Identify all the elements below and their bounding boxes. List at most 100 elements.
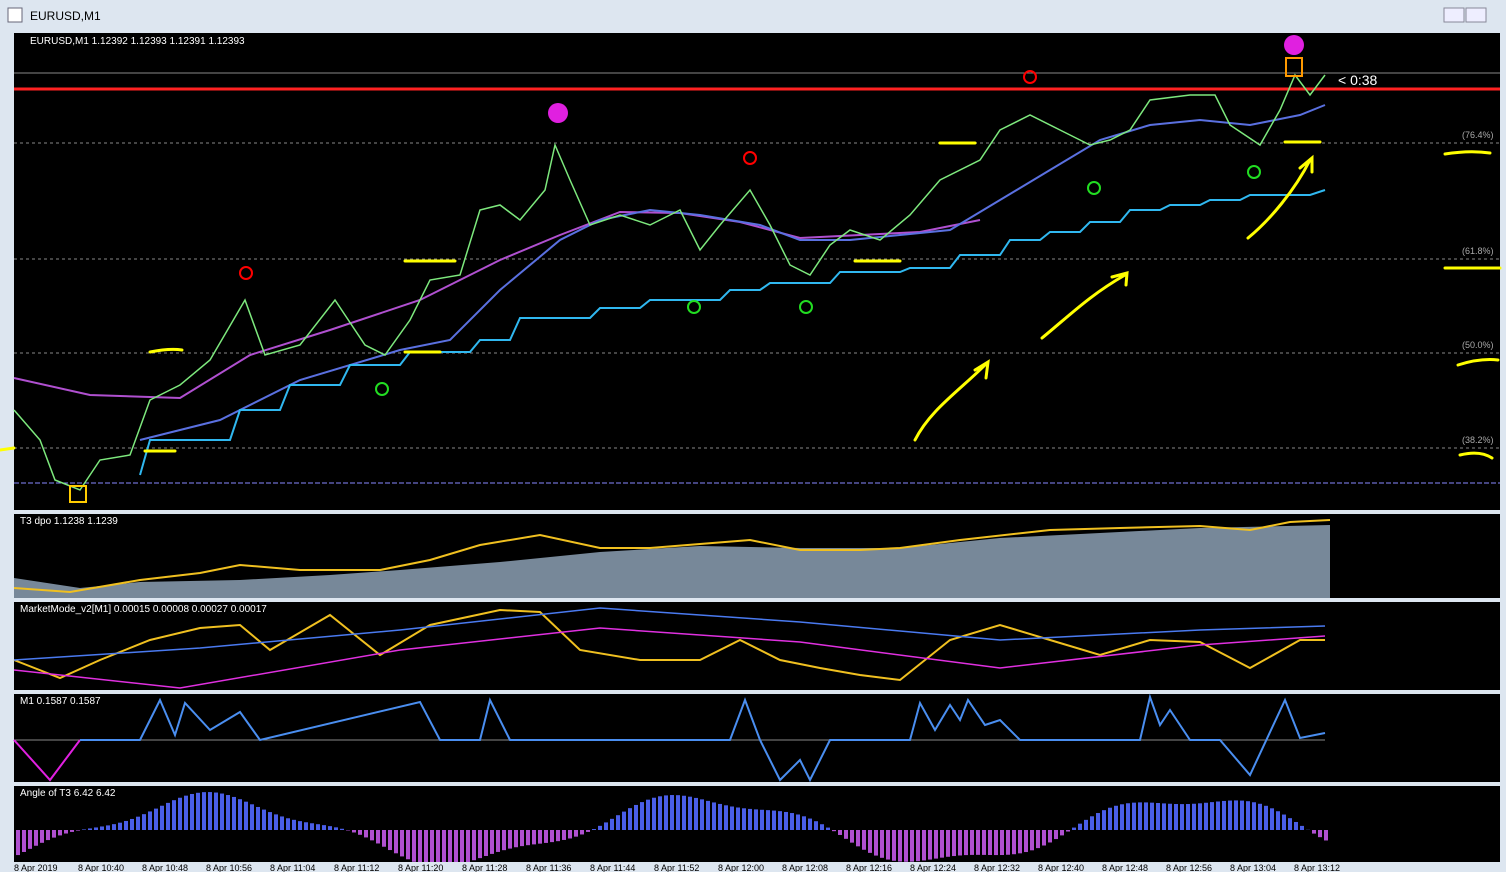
fib-label: (61.8%) [1462, 246, 1494, 256]
histogram-bar [1156, 803, 1160, 830]
histogram-bar [1126, 803, 1130, 830]
ma-line [13, 210, 981, 400]
histogram-bar [916, 830, 920, 862]
histogram-bar [796, 814, 800, 830]
arrow [1246, 154, 1314, 240]
histogram-bar [460, 830, 464, 864]
window-title: EURUSD,M1 [30, 9, 101, 23]
histogram-bar [580, 830, 584, 835]
histogram-bar [718, 803, 722, 830]
histogram-bar [742, 808, 746, 830]
histogram-bar [706, 800, 710, 830]
histogram-bar [670, 795, 674, 830]
histogram-bar [1180, 804, 1184, 830]
histogram-bar [616, 815, 620, 830]
histogram-bar [1096, 813, 1100, 830]
histogram-bar [1204, 802, 1208, 830]
histogram-bar [112, 824, 116, 830]
histogram-bar [1072, 827, 1076, 830]
histogram-bar [160, 805, 164, 830]
histogram-bar [142, 814, 146, 830]
histogram-bar [850, 830, 854, 843]
marketmode-line [13, 608, 1325, 682]
histogram-bar [424, 830, 428, 866]
histogram-bar [562, 830, 566, 840]
m1-line [80, 693, 1326, 783]
histogram-bar [1120, 804, 1124, 830]
histogram-bar [520, 830, 524, 847]
sell-signal [239, 266, 253, 280]
histogram-bar [1006, 830, 1010, 855]
histogram-bar [352, 830, 356, 833]
histogram-bar [820, 824, 824, 830]
histogram-bar [952, 830, 956, 857]
histogram-bar [394, 830, 398, 854]
histogram-bar [526, 830, 530, 846]
buy-signal [1247, 165, 1261, 179]
histogram-bar [550, 830, 554, 843]
histogram-bar [598, 825, 602, 830]
buy-signal [799, 300, 813, 314]
time-label: 8 Apr 12:16 [846, 863, 892, 872]
histogram-bar [508, 830, 512, 849]
histogram-bar [478, 830, 482, 859]
histogram-bar [1054, 830, 1058, 840]
histogram-bar [538, 830, 542, 844]
histogram-bar [316, 824, 320, 830]
histogram-bar [202, 792, 206, 830]
marketmode-line [13, 627, 1326, 689]
histogram-bar [328, 826, 332, 830]
histogram-bar [586, 830, 590, 832]
histogram-bar [904, 830, 908, 862]
histogram-bar [484, 830, 488, 856]
histogram-bar [1228, 800, 1232, 830]
histogram-bar [256, 806, 260, 830]
reversal-symbol [548, 103, 568, 123]
histogram-bar [466, 830, 470, 863]
main-drawings [0, 35, 1502, 503]
time-label: 8 Apr 12:00 [718, 863, 764, 872]
histogram-bar [826, 827, 830, 830]
histogram-bar [136, 816, 140, 830]
histogram-bar [1048, 830, 1052, 843]
histogram-bar [502, 830, 506, 851]
restore-button[interactable] [1465, 7, 1487, 23]
histogram-bar [124, 820, 128, 830]
window-controls[interactable] [1443, 7, 1487, 23]
indicator-header: M1 0.1587 0.1587 [20, 696, 101, 707]
histogram-bar [1312, 830, 1316, 834]
histogram-bar [178, 797, 182, 830]
histogram-bar [964, 830, 968, 856]
time-axis [0, 862, 1506, 872]
histogram-bar [1162, 803, 1166, 830]
histogram-bar [532, 830, 536, 845]
indicator-panel [14, 602, 1500, 690]
histogram-bar [676, 795, 680, 830]
histogram-bar [220, 793, 224, 830]
histogram-bar [1174, 803, 1178, 830]
sell-signal [743, 151, 757, 165]
histogram-bar [694, 797, 698, 830]
histogram-bar [1102, 810, 1106, 830]
histogram-bar [868, 830, 872, 853]
histogram-bar [184, 795, 188, 830]
histogram-bar [1060, 830, 1064, 836]
histogram-bar [958, 830, 962, 856]
time-label: 8 Apr 12:24 [910, 863, 956, 872]
minimize-button[interactable] [1443, 7, 1465, 23]
dpo-area [14, 525, 1330, 598]
histogram-bar [1114, 805, 1118, 830]
histogram-bar [292, 819, 296, 830]
histogram-bar [214, 792, 218, 830]
chart-header: EURUSD,M1 1.12392 1.12393 1.12391 1.1239… [30, 36, 245, 47]
histogram-bar [382, 830, 386, 847]
histogram-bar [1138, 802, 1142, 830]
histogram-bar [1300, 825, 1304, 830]
fib-label: (50.0%) [1462, 340, 1494, 350]
buy-signal [1087, 181, 1101, 195]
histogram-bar [1264, 805, 1268, 830]
histogram-bar [1108, 807, 1112, 830]
histogram-bar [268, 812, 272, 830]
histogram-bar [772, 810, 776, 830]
